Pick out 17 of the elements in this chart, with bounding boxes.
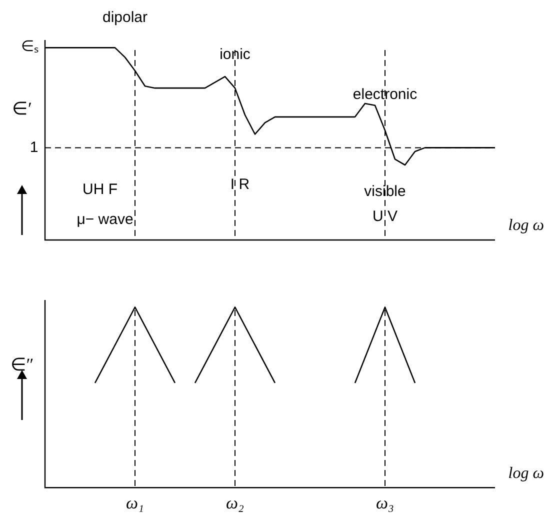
annotation: I R — [230, 176, 250, 194]
x-axis-title: log ω — [508, 217, 544, 234]
annotation: electronic — [352, 86, 418, 104]
x-axis-title: log ω — [508, 464, 544, 482]
annotation: ionic — [220, 46, 251, 64]
annotation: μ− wave — [76, 211, 134, 228]
x-tick-label: ω₂ — [226, 493, 244, 512]
y-axis-title: ∈′ — [12, 98, 32, 119]
x-tick-label: ω₁ — [126, 493, 144, 512]
annotation: visible — [364, 183, 406, 200]
x-tick-label: ω₃ — [376, 493, 394, 512]
y-axis-title: ∈″ — [10, 354, 34, 374]
text: dipolar — [102, 9, 148, 26]
annotation: U V — [372, 208, 398, 226]
text: ∈ₛ — [21, 38, 39, 56]
text: 1 — [30, 139, 38, 156]
annotation: UH F — [82, 181, 118, 198]
